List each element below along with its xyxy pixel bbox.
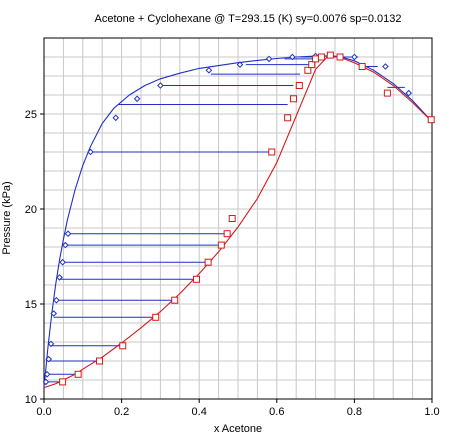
grid xyxy=(44,38,432,399)
liquid-point xyxy=(119,342,127,350)
vapor-point xyxy=(87,148,94,156)
liquid-point xyxy=(312,55,320,63)
vapor-point xyxy=(50,310,58,317)
vapor-point xyxy=(236,61,244,68)
x-axis-label: x Acetone xyxy=(214,423,262,435)
vapor-point xyxy=(133,95,141,103)
vapor-point xyxy=(62,241,69,249)
y-tick-label: 25 xyxy=(25,109,37,121)
liquid-point xyxy=(152,313,160,321)
liquid-point xyxy=(268,148,276,156)
vapor-point xyxy=(42,378,50,386)
vapor-point xyxy=(405,89,413,97)
y-axis-label: Pressure (kPa) xyxy=(1,181,13,254)
vapor-point xyxy=(45,355,52,363)
liquid-point xyxy=(95,357,103,365)
axis-ticks: 0.0 0.2 0.4 0.6 0.8 1.0 10 15 20 25 xyxy=(25,109,440,418)
vapor-point xyxy=(157,82,164,89)
liquid-point xyxy=(317,53,325,61)
liquid-point xyxy=(308,61,316,69)
liquid-point xyxy=(304,66,312,74)
liquid-point xyxy=(295,82,303,89)
vapor-point xyxy=(43,370,51,378)
vapor-point xyxy=(265,55,273,63)
x-tick-label: 0.2 xyxy=(114,406,129,418)
liquid-point xyxy=(289,95,297,103)
data-markers xyxy=(42,51,435,386)
liquid-point xyxy=(228,215,236,222)
liquid-point xyxy=(217,241,225,249)
liquid-point xyxy=(383,89,391,97)
vapor-point xyxy=(289,53,296,61)
y-tick-label: 15 xyxy=(25,299,37,311)
vapor-point xyxy=(205,66,213,74)
vapor-point xyxy=(382,63,389,70)
chart-title: Acetone + Cyclohexane @ T=293.15 (K) sy=… xyxy=(95,13,402,25)
vapor-point xyxy=(53,296,60,304)
liquid-point xyxy=(326,51,334,59)
vapor-point xyxy=(47,340,55,348)
liquid-point xyxy=(192,275,200,283)
liquid-point xyxy=(358,63,366,70)
x-tick-label: 0.6 xyxy=(269,406,284,418)
y-tick-label: 10 xyxy=(25,394,37,406)
liquid-point xyxy=(427,116,435,124)
vapor-point xyxy=(59,258,66,266)
vapor-point xyxy=(112,114,120,122)
liquid-point xyxy=(223,230,231,238)
liquid-point xyxy=(171,296,179,304)
liquid-point xyxy=(336,53,344,61)
liquid-curve xyxy=(43,56,433,389)
x-tick-label: 0.8 xyxy=(347,406,362,418)
liquid-point xyxy=(204,258,212,266)
vapor-point xyxy=(64,230,72,238)
vapor-point xyxy=(351,53,358,61)
liquid-point xyxy=(284,114,292,122)
x-tick-label: 1.0 xyxy=(424,406,439,418)
x-tick-label: 0.0 xyxy=(36,406,51,418)
x-tick-label: 0.4 xyxy=(192,406,207,418)
tie-lines xyxy=(45,56,405,383)
y-tick-label: 20 xyxy=(25,204,37,216)
plot-frame xyxy=(43,37,433,400)
liquid-point xyxy=(74,370,82,378)
liquid-point xyxy=(59,378,67,386)
vapor-point xyxy=(56,274,63,281)
